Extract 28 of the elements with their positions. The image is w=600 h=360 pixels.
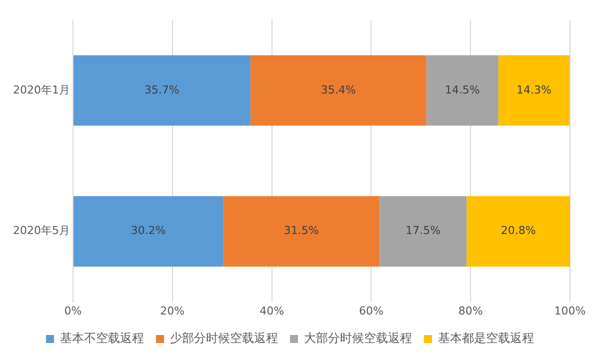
data-label: 35.4% — [320, 83, 356, 96]
legend-label: 大部分时候空载返程 — [304, 331, 412, 346]
y-tick-label: 2020年5月 — [12, 224, 70, 238]
y-tick-label: 2020年1月 — [12, 83, 70, 96]
data-label: 14.5% — [444, 83, 480, 96]
legend-label: 基本不空载返程 — [60, 331, 144, 346]
data-label: 30.2% — [130, 224, 166, 238]
bar — [73, 55, 250, 126]
legend-label: 少部分时候空载返程 — [170, 331, 278, 346]
bar — [466, 196, 570, 267]
bar — [223, 196, 380, 267]
data-label: 35.7% — [144, 83, 180, 96]
x-tick-label: 100% — [554, 304, 586, 318]
bar — [498, 55, 570, 126]
data-label: 31.5% — [284, 224, 319, 238]
data-label: 20.8% — [500, 224, 536, 238]
data-label: 17.5% — [406, 224, 441, 238]
legend-label: 基本都是空载返程 — [438, 331, 534, 346]
bar — [426, 55, 498, 126]
x-tick-label: 60% — [358, 304, 384, 318]
x-tick-label: 40% — [260, 304, 284, 318]
x-tick-label: 20% — [160, 304, 185, 318]
x-tick-label: 80% — [458, 304, 483, 318]
data-label: 14.3% — [516, 83, 552, 96]
bar — [250, 55, 426, 126]
bar — [73, 196, 224, 267]
x-tick-label: 0% — [64, 304, 82, 318]
bar — [380, 196, 467, 267]
